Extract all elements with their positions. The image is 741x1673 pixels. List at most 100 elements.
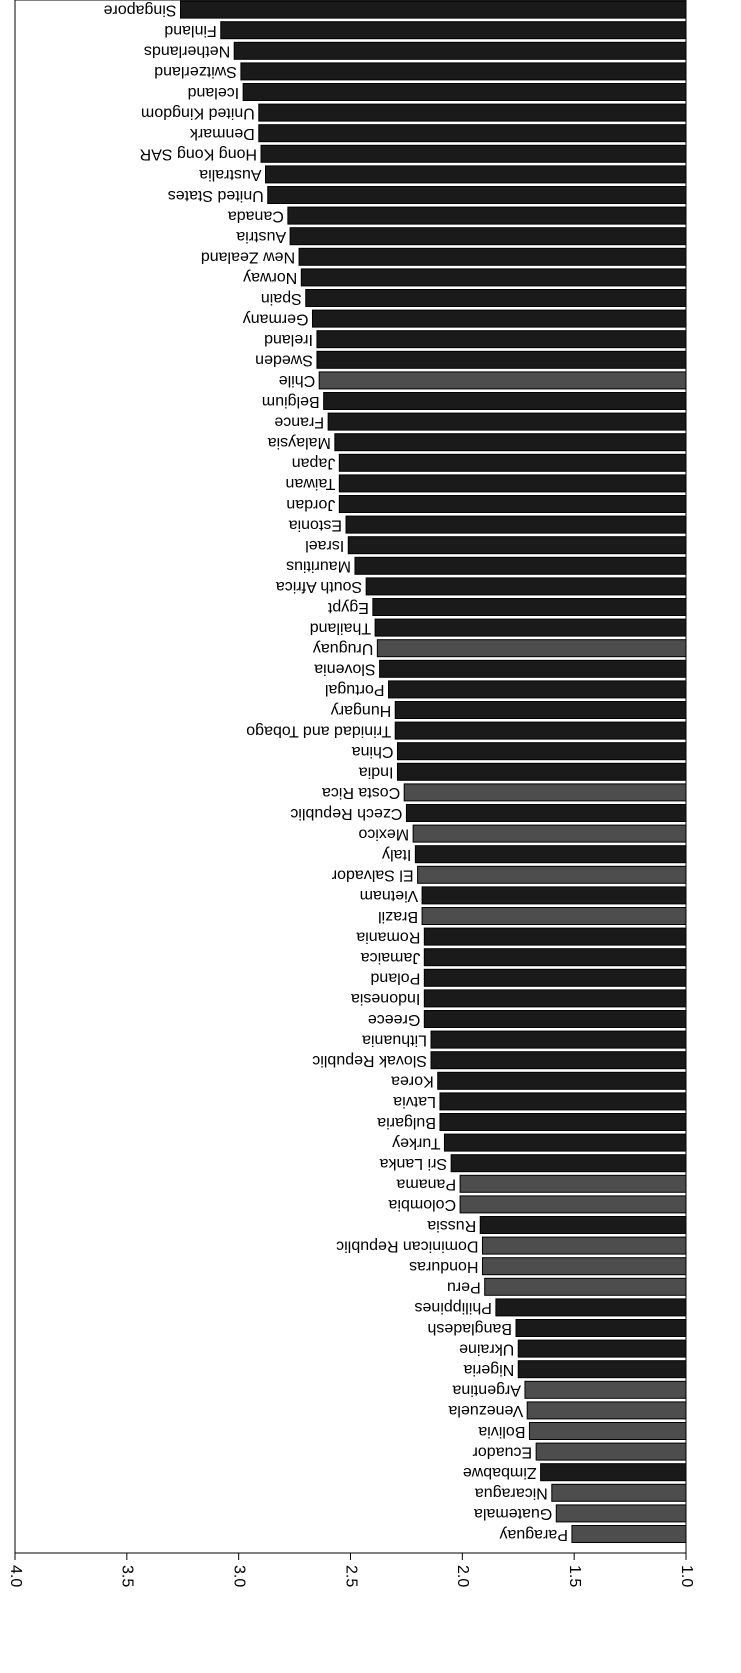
- bar: [300, 268, 687, 287]
- bar: [423, 968, 687, 987]
- category-label: Honduras: [409, 1258, 478, 1275]
- bar: [459, 1195, 687, 1214]
- category-label: Spain: [261, 290, 302, 307]
- category-label: France: [274, 413, 324, 430]
- category-label: Chile: [279, 372, 316, 389]
- bar: [414, 845, 687, 864]
- category-label: Indonesia: [351, 990, 420, 1007]
- bar: [481, 1257, 687, 1276]
- category-label: Sweden: [255, 352, 313, 369]
- category-label: Hungary: [331, 702, 391, 719]
- bar: [220, 21, 687, 40]
- bar: [394, 721, 687, 740]
- category-label: New Zealand: [201, 249, 295, 266]
- bar: [298, 247, 687, 266]
- bar: [394, 701, 687, 719]
- bar: [311, 309, 687, 328]
- category-label: Turkey: [392, 1134, 440, 1151]
- category-label: El Salvador: [331, 867, 413, 884]
- category-label: Venezuela: [448, 1402, 523, 1419]
- category-label: Greece: [368, 1011, 421, 1028]
- category-label: Switzerland: [154, 63, 237, 80]
- category-label: Slovenia: [314, 661, 375, 678]
- category-label: Costa Rica: [322, 784, 400, 801]
- bar: [439, 1092, 687, 1111]
- bar: [423, 1010, 687, 1028]
- category-label: Hong Kong SAR: [140, 146, 257, 163]
- bar: [376, 639, 687, 658]
- category-label: Vietnam: [360, 887, 418, 904]
- category-label: Singapore: [103, 1, 176, 18]
- bar: [443, 1133, 687, 1152]
- category-label: Canada: [228, 207, 284, 224]
- category-label: India: [359, 764, 394, 781]
- category-label: United Kingdom: [141, 104, 255, 121]
- bar: [517, 1339, 687, 1358]
- bar: [526, 1401, 687, 1420]
- category-label: Germany: [243, 310, 309, 327]
- bar: [439, 1113, 687, 1131]
- bar: [421, 907, 687, 925]
- category-label: Dominican Republic: [336, 1237, 478, 1254]
- category-label: Bulgaria: [377, 1114, 436, 1131]
- category-label: Sri Lanka: [379, 1155, 447, 1172]
- bar: [417, 865, 687, 884]
- bar: [540, 1463, 687, 1482]
- bar: [287, 206, 687, 225]
- bar: [180, 0, 687, 19]
- category-label: Peru: [447, 1279, 481, 1296]
- x-tick-label: 2.0: [454, 1565, 471, 1587]
- category-label: Bolivia: [478, 1423, 525, 1440]
- category-label: Ukraine: [459, 1340, 514, 1357]
- bar: [515, 1319, 687, 1337]
- category-label: Paraguay: [499, 1526, 568, 1543]
- category-label: Slovak Republic: [312, 1052, 427, 1069]
- category-label: Jamaica: [361, 949, 421, 966]
- bar: [423, 927, 687, 946]
- x-tick-label: 3.0: [230, 1565, 247, 1587]
- category-label: Ecuador: [472, 1443, 532, 1460]
- bar: [459, 1174, 687, 1193]
- category-label: United States: [168, 187, 264, 204]
- category-label: Thailand: [310, 619, 371, 636]
- bar: [289, 227, 687, 246]
- bar: [316, 350, 687, 369]
- bar: [323, 392, 687, 410]
- bar: [396, 742, 687, 761]
- category-label: Korea: [391, 1073, 434, 1090]
- category-label: Romania: [356, 928, 420, 945]
- bar: [437, 1071, 687, 1090]
- category-label: Egypt: [327, 599, 368, 616]
- category-label: Netherlands: [144, 43, 230, 60]
- category-label: Italy: [382, 846, 411, 863]
- category-label: Japan: [292, 455, 336, 472]
- category-label: Belgium: [262, 393, 320, 410]
- category-label: Mauritius: [286, 558, 351, 575]
- bar: [267, 186, 687, 204]
- bar: [265, 165, 687, 184]
- category-label: Jordan: [286, 496, 335, 513]
- category-label: Guatemala: [474, 1505, 552, 1522]
- bar: [484, 1277, 687, 1296]
- bar: [571, 1525, 687, 1543]
- category-label: Philippines: [414, 1299, 491, 1316]
- x-tick-label: 2.5: [342, 1565, 359, 1587]
- x-tick-label: 1.5: [566, 1565, 583, 1587]
- category-label: Nicaragua: [475, 1485, 548, 1502]
- category-label: Malaysia: [268, 434, 331, 451]
- bar: [354, 556, 687, 575]
- bar: [555, 1504, 687, 1523]
- category-label: Brazil: [378, 908, 418, 925]
- bar: [334, 433, 687, 452]
- bar: [450, 1154, 687, 1173]
- bar: [374, 618, 687, 637]
- category-label: Argentina: [452, 1382, 521, 1399]
- bar: [388, 680, 687, 699]
- bar: [260, 144, 687, 163]
- category-label: Bangladesh: [427, 1320, 512, 1337]
- bar: [316, 330, 687, 349]
- bar: [405, 804, 687, 822]
- bar: [535, 1442, 687, 1461]
- bar: [379, 659, 687, 678]
- bar: [347, 536, 687, 555]
